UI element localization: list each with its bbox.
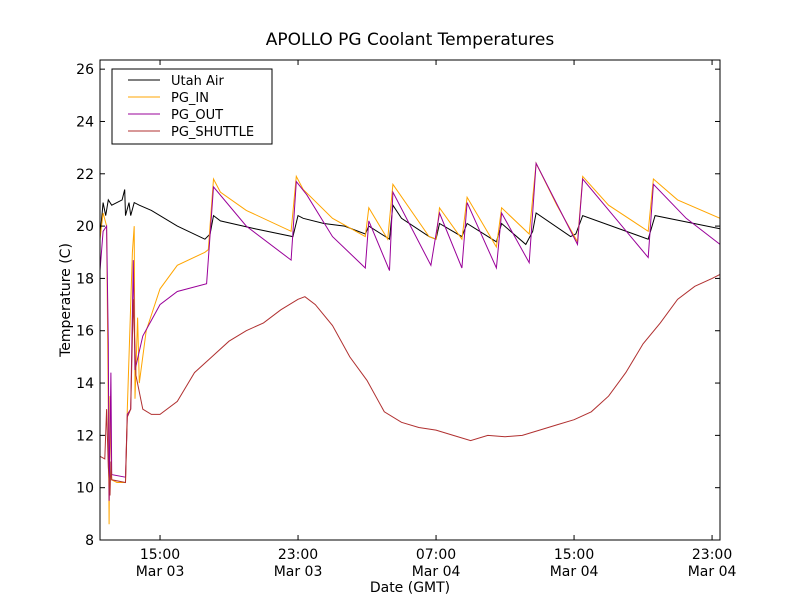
x-tick-label-date: Mar 04 xyxy=(688,564,737,580)
chart-title: APOLLO PG Coolant Temperatures xyxy=(266,30,555,50)
legend-label: PG_OUT xyxy=(171,108,223,123)
y-tick-label: 18 xyxy=(76,271,94,287)
legend-label: Utah Air xyxy=(171,74,224,89)
x-axis-label: Date (GMT) xyxy=(370,580,450,596)
y-tick-label: 10 xyxy=(76,481,94,497)
series-line-pg-in xyxy=(100,161,720,525)
y-tick-label: 12 xyxy=(76,428,94,444)
plot-frame xyxy=(99,59,721,541)
series-line-pg-out xyxy=(100,161,720,501)
x-tick-label-time: 23:00 xyxy=(278,547,318,563)
series-line-pg-shuttle xyxy=(100,274,720,496)
x-tick-label-date: Mar 04 xyxy=(550,564,599,580)
x-tick-label-date: Mar 03 xyxy=(136,564,185,580)
x-tick-label-time: 07:00 xyxy=(416,547,456,563)
y-tick-label: 22 xyxy=(76,167,94,183)
x-tick-label-date: Mar 04 xyxy=(412,564,461,580)
x-tick-label-time: 15:00 xyxy=(140,547,180,563)
series-layer xyxy=(100,161,720,525)
y-tick-label: 16 xyxy=(76,324,94,340)
y-tick-label: 8 xyxy=(85,533,94,549)
legend: Utah Air PG_IN PG_OUT PG_SHUTTLE xyxy=(111,68,273,145)
x-tick-label-date: Mar 03 xyxy=(274,564,323,580)
x-tick-label-time: 23:00 xyxy=(692,547,732,563)
y-axis-label: Temperature (C) xyxy=(58,243,74,358)
y-tick-label: 26 xyxy=(76,62,94,78)
series-line-utah-air xyxy=(100,189,720,246)
y-tick-label: 14 xyxy=(76,376,94,392)
y-tick-label: 24 xyxy=(76,114,94,130)
x-tick-label-time: 15:00 xyxy=(554,547,594,563)
legend-label: PG_IN xyxy=(171,91,209,106)
y-tick-label: 20 xyxy=(76,219,94,235)
legend-label: PG_SHUTTLE xyxy=(171,125,254,140)
